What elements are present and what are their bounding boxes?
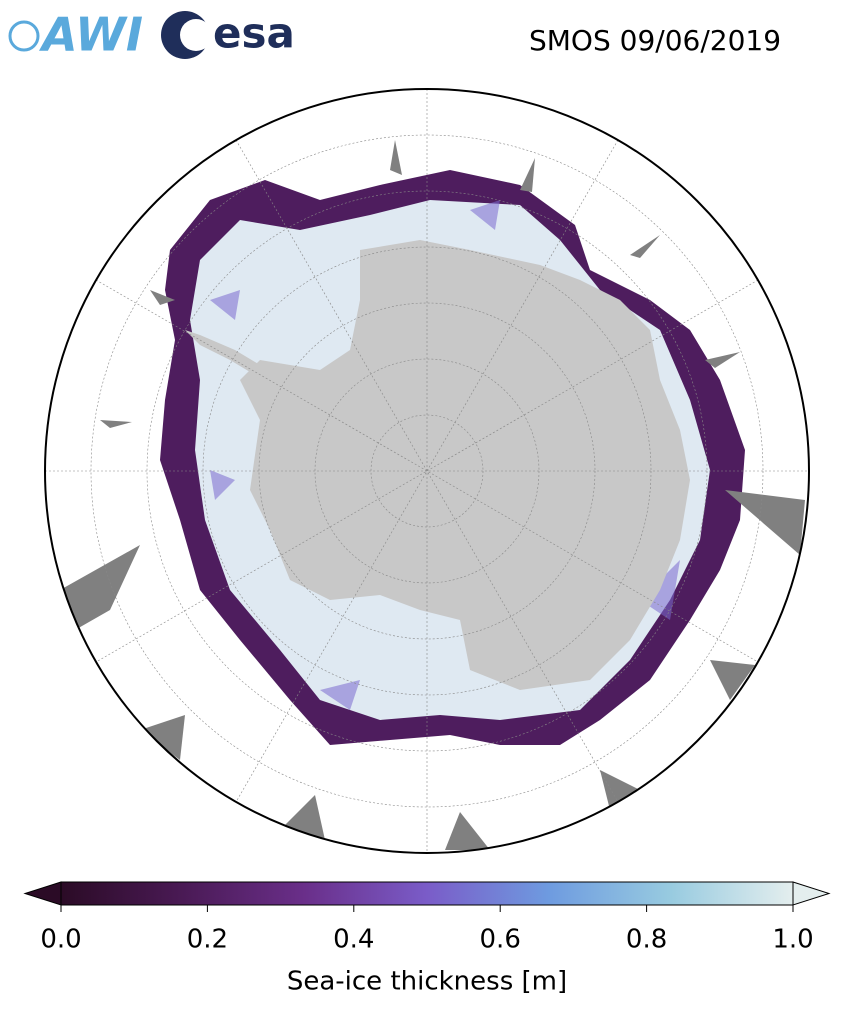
map-frame xyxy=(44,88,810,854)
peninsula xyxy=(185,330,260,375)
colorbar-label: Sea-ice thickness [m] xyxy=(287,967,567,997)
logo-text: AWI xyxy=(39,8,143,62)
antarctica xyxy=(240,240,690,690)
logo-esa: esa xyxy=(161,9,295,59)
logo-text: esa xyxy=(213,9,295,58)
colorbar-tick-label: 1.0 xyxy=(772,925,813,955)
colorbar-tick-label: 0.4 xyxy=(333,925,374,955)
colorbar-tick-label: 0.2 xyxy=(187,925,228,955)
graticule xyxy=(45,89,809,853)
logo-awi: AWI xyxy=(8,8,143,62)
colorbar-tick-label: 0.8 xyxy=(626,925,667,955)
map xyxy=(45,89,809,853)
colorbar-tick-label: 0.0 xyxy=(40,925,81,955)
colorbar-bar xyxy=(60,881,794,906)
colorbar-extend-low xyxy=(23,881,62,906)
colorbar-tick-label: 0.6 xyxy=(480,925,521,955)
colorbar xyxy=(23,881,831,912)
colorbar-extend-high xyxy=(792,881,831,906)
title: SMOS 09/06/2019 xyxy=(529,24,781,57)
